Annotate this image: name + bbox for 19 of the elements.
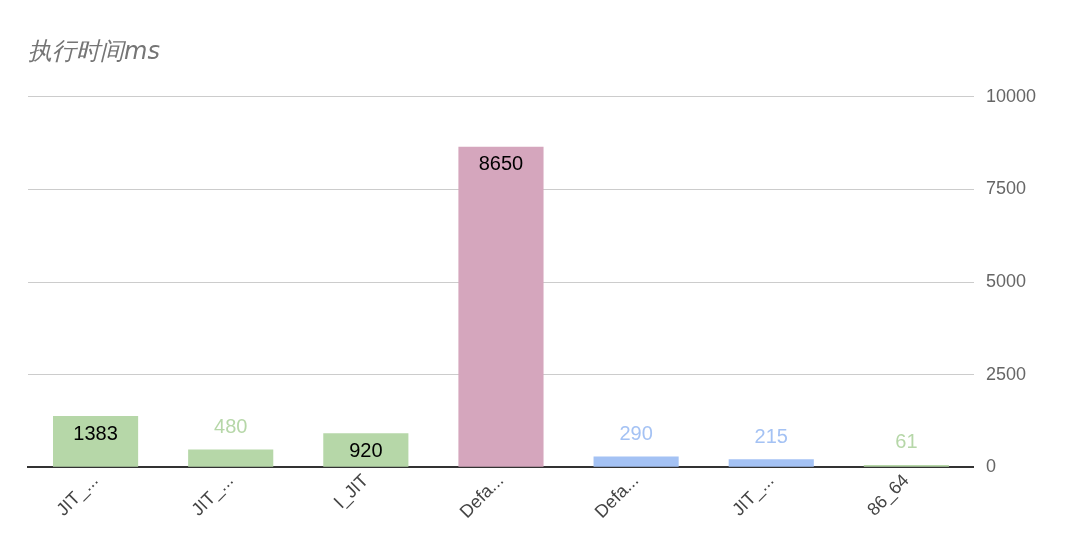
data-label: 290 [619, 422, 653, 445]
y-tick-label: 10000 [985, 85, 1037, 106]
bar [323, 433, 409, 467]
data-label: 8650 [478, 152, 524, 175]
y-tick-label: 5000 [985, 270, 1026, 291]
y-tick-label: 0 [985, 456, 996, 477]
data-label: 480 [214, 414, 248, 437]
chart-title: 执行时间ms [28, 36, 160, 65]
bar [53, 416, 139, 467]
data-label: 1383 [73, 421, 118, 444]
y-tick-label: 2500 [985, 363, 1026, 384]
y-tick-label: 7500 [985, 178, 1026, 199]
data-label: 215 [754, 424, 788, 447]
data-label: 920 [349, 438, 383, 461]
bar [728, 459, 814, 467]
bar [458, 146, 544, 467]
data-label: 61 [895, 430, 918, 453]
bar [593, 456, 679, 467]
bar [188, 449, 274, 467]
